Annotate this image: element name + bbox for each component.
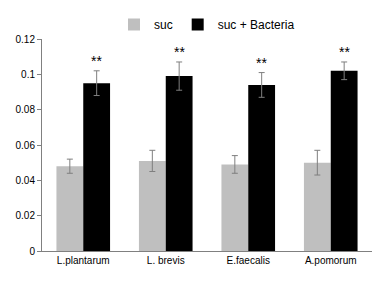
svg-text:**: ** xyxy=(91,53,102,69)
svg-text:0.1: 0.1 xyxy=(21,69,35,80)
svg-text:**: ** xyxy=(174,44,185,60)
svg-text:suc + Bacteria: suc + Bacteria xyxy=(218,18,295,32)
svg-text:0.06: 0.06 xyxy=(16,140,36,151)
svg-text:suc: suc xyxy=(154,18,173,32)
svg-text:0.12: 0.12 xyxy=(16,34,36,45)
svg-text:0: 0 xyxy=(29,246,35,257)
svg-text:**: ** xyxy=(339,44,350,60)
svg-text:L. brevis: L. brevis xyxy=(147,255,185,266)
svg-text:L.plantarum: L.plantarum xyxy=(57,255,110,266)
svg-text:0.08: 0.08 xyxy=(16,104,36,115)
svg-text:E.faecalis: E.faecalis xyxy=(227,255,270,266)
svg-text:A.pomorum: A.pomorum xyxy=(305,255,357,266)
svg-text:**: ** xyxy=(256,55,267,71)
svg-text:0.02: 0.02 xyxy=(16,210,36,221)
svg-text:0.04: 0.04 xyxy=(16,175,36,186)
